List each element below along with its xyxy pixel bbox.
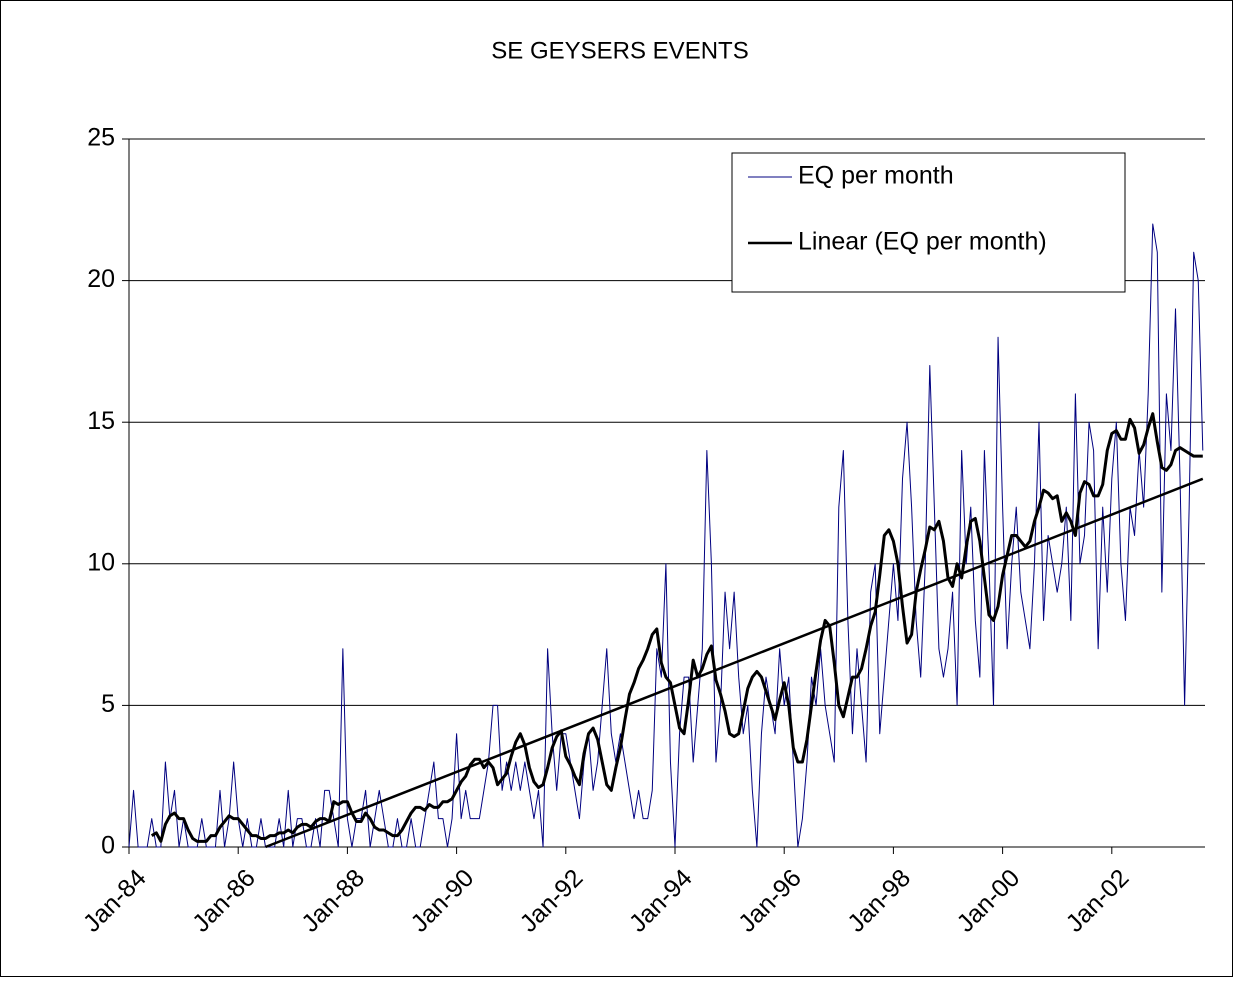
y-tick-label: 20 bbox=[87, 265, 115, 293]
series-line bbox=[150, 412, 1203, 843]
legend-label: Linear (EQ per month) bbox=[798, 228, 1047, 256]
legend-label: EQ per month bbox=[798, 162, 954, 190]
legend-box bbox=[731, 152, 1126, 293]
y-tick-label: 0 bbox=[101, 832, 115, 860]
series-line bbox=[265, 477, 1204, 849]
y-tick-label: 25 bbox=[87, 124, 115, 152]
y-tick-label: 5 bbox=[101, 690, 115, 718]
y-tick-label: 10 bbox=[87, 548, 115, 576]
legend: EQ per month Linear (EQ per month) bbox=[731, 152, 1126, 293]
series-line bbox=[128, 223, 1204, 848]
y-tick-label: 15 bbox=[87, 407, 115, 435]
chart-title: SE GEYSERS EVENTS bbox=[491, 37, 748, 64]
